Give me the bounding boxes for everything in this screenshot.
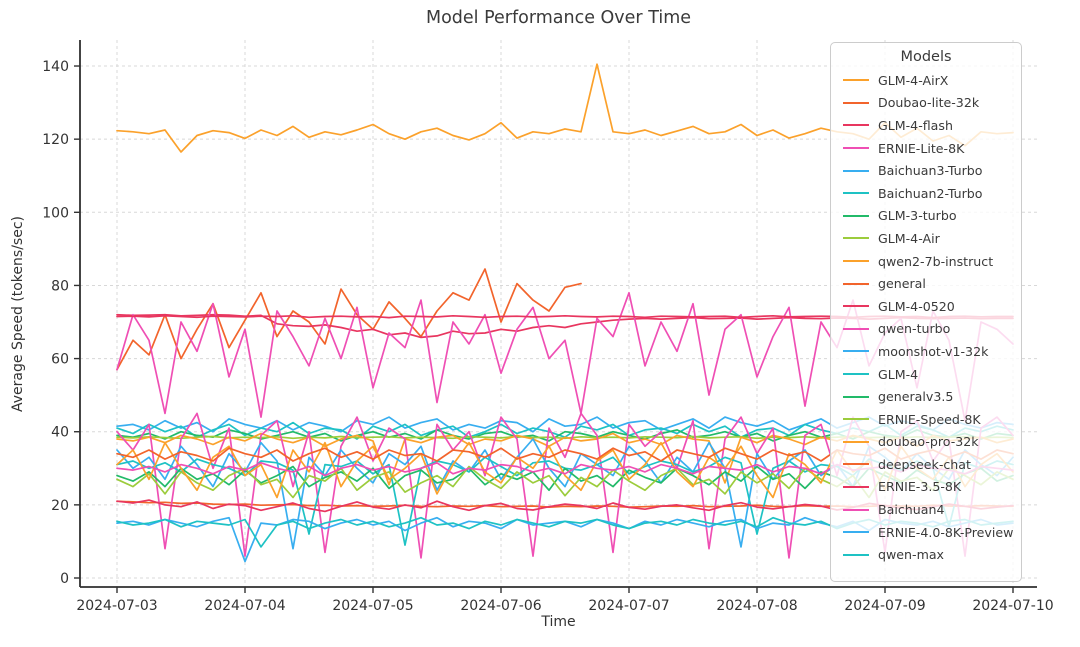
legend-item: general	[831, 272, 1021, 295]
legend-swatch	[843, 350, 869, 353]
legend-item: Baichuan2-Turbo	[831, 182, 1021, 205]
legend-item: Doubao-lite-32k	[831, 92, 1021, 115]
legend-item-label: Baichuan3-Turbo	[878, 163, 983, 179]
legend-item: GLM-4-0520	[831, 295, 1021, 318]
legend-item: GLM-4-flash	[831, 114, 1021, 137]
legend-swatch	[843, 147, 869, 150]
y-tick-label: 100	[42, 205, 69, 221]
legend-item: ERNIE-3.5-8K	[831, 476, 1021, 499]
legend-item: qwen-max	[831, 543, 1021, 566]
legend-item-label: ERNIE-Lite-8K	[878, 140, 965, 156]
legend-item: GLM-4-Air	[831, 227, 1021, 250]
legend-swatch	[843, 463, 869, 466]
legend-item: GLM-4-AirX	[831, 69, 1021, 92]
legend-title: Models	[900, 49, 952, 65]
y-tick-label: 120	[42, 132, 69, 148]
x-tick-label: 2024-07-08	[716, 598, 797, 614]
legend-swatch	[843, 124, 869, 127]
y-tick-label: 140	[42, 59, 69, 75]
legend-item-label: GLM-4-flash	[878, 117, 953, 133]
legend-item-label: GLM-3-turbo	[878, 208, 957, 224]
series-line-Doubao-lite-32k	[116, 268, 582, 371]
chart-title: Model Performance Over Time	[425, 8, 692, 28]
x-tick-label: 2024-07-04	[204, 598, 285, 614]
legend-swatch	[843, 418, 869, 421]
legend-item-label: doubao-pro-32k	[878, 434, 979, 450]
legend-item-label: general	[878, 276, 926, 292]
legend-swatch	[843, 79, 869, 82]
legend-swatch	[843, 237, 869, 240]
legend-item: Baichuan3-Turbo	[831, 159, 1021, 182]
legend-swatch	[843, 101, 869, 104]
legend-item-label: GLM-4-0520	[878, 298, 955, 314]
legend-item-label: moonshot-v1-32k	[878, 343, 989, 359]
y-tick-label: 20	[51, 498, 69, 514]
legend-swatch	[843, 282, 869, 285]
x-tick-label: 2024-07-07	[588, 598, 669, 614]
y-tick-label: 0	[60, 571, 69, 587]
legend-item: qwen2-7b-instruct	[831, 250, 1021, 273]
legend-swatch	[843, 440, 869, 443]
legend-item: doubao-pro-32k	[831, 431, 1021, 454]
x-tick-label: 2024-07-06	[460, 598, 541, 614]
legend-swatch	[843, 485, 869, 488]
legend-swatch	[843, 553, 869, 556]
legend-item: GLM-4	[831, 363, 1021, 386]
y-tick-label: 60	[51, 352, 69, 368]
legend-items: GLM-4-AirX Doubao-lite-32k GLM-4-flash ERNI…	[831, 69, 1021, 566]
legend-swatch	[843, 508, 869, 511]
legend-item-label: GLM-4-AirX	[878, 72, 949, 88]
legend-item: moonshot-v1-32k	[831, 340, 1021, 363]
legend-item-label: ERNIE-Speed-8K	[878, 411, 981, 427]
legend-swatch	[843, 169, 869, 172]
y-tick-label: 40	[51, 425, 69, 441]
legend-swatch	[843, 373, 869, 376]
legend-item-label: qwen-max	[878, 547, 945, 563]
y-tick-label: 80	[51, 278, 69, 294]
y-axis-label: Average Speed (tokens/sec)	[10, 216, 26, 412]
legend-item: deepseek-chat	[831, 453, 1021, 476]
legend-item-label: Baichuan2-Turbo	[878, 185, 983, 201]
legend-item-label: qwen2-7b-instruct	[878, 253, 994, 269]
legend-swatch	[843, 192, 869, 195]
legend-item-label: qwen-turbo	[878, 321, 951, 337]
legend-swatch	[843, 305, 869, 308]
x-tick-label: 2024-07-10	[972, 598, 1053, 614]
legend-swatch	[843, 260, 869, 263]
legend-item-label: ERNIE-4.0-8K-Preview	[878, 524, 1014, 540]
legend-swatch	[843, 214, 869, 217]
legend-item: GLM-3-turbo	[831, 205, 1021, 228]
legend-item-label: generalv3.5	[878, 389, 954, 405]
legend-item: ERNIE-4.0-8K-Preview	[831, 521, 1021, 544]
legend-item-label: GLM-4	[878, 366, 919, 382]
legend-item: generalv3.5	[831, 385, 1021, 408]
legend-item-label: GLM-4-Air	[878, 230, 940, 246]
legend-item-label: ERNIE-3.5-8K	[878, 479, 962, 495]
x-tick-label: 2024-07-09	[844, 598, 925, 614]
legend-item-label: deepseek-chat	[878, 456, 971, 472]
x-tick-label: 2024-07-03	[76, 598, 157, 614]
legend-item-label: Doubao-lite-32k	[878, 95, 980, 111]
x-axis-label: Time	[541, 614, 576, 630]
x-tick-label: 2024-07-05	[332, 598, 413, 614]
legend-item: Baichuan4	[831, 498, 1021, 521]
legend-item-label: Baichuan4	[878, 502, 945, 518]
legend-swatch	[843, 531, 869, 534]
legend-item: ERNIE-Lite-8K	[831, 137, 1021, 160]
legend-item: qwen-turbo	[831, 318, 1021, 341]
legend: Models GLM-4-AirX Doubao-lite-32k GLM-4-fl…	[830, 42, 1022, 582]
legend-item: ERNIE-Speed-8K	[831, 408, 1021, 431]
legend-swatch	[843, 395, 869, 398]
legend-swatch	[843, 327, 869, 330]
